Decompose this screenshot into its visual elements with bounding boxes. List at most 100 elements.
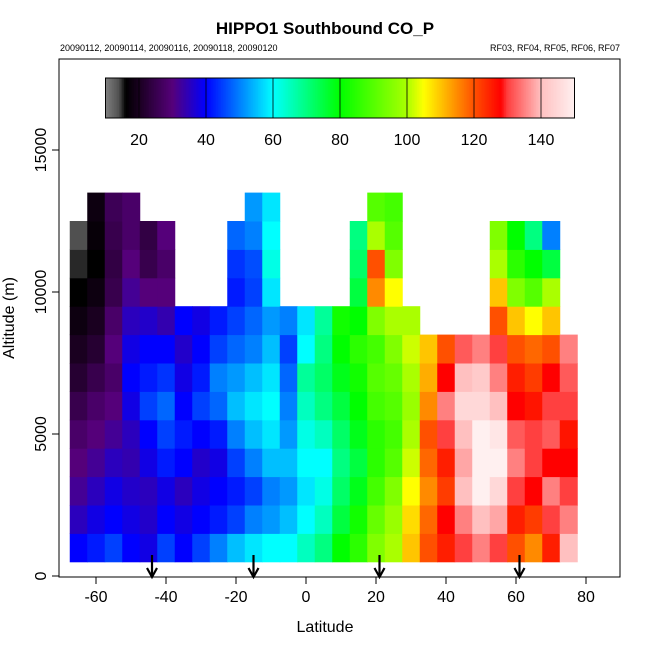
colorbar-segment [393, 78, 396, 118]
heatmap-cell [174, 419, 193, 449]
heatmap-cell [262, 306, 281, 336]
colorbar-segment [519, 78, 522, 118]
colorbar-segment [430, 78, 433, 118]
heatmap-cell [402, 363, 421, 392]
x-tick-label: -40 [154, 589, 177, 606]
heatmap-cell [279, 533, 298, 563]
colorbar-segment [370, 78, 373, 118]
heatmap-cell [209, 505, 228, 534]
heatmap-cell [244, 476, 263, 506]
heatmap-cell [419, 391, 438, 421]
x-tick-label: 0 [302, 589, 311, 606]
heatmap-cell [244, 277, 263, 307]
colorbar-segment [396, 78, 400, 118]
heatmap-cell [244, 334, 263, 364]
heatmap-cell [122, 277, 141, 307]
colorbar-segment [217, 78, 220, 118]
colorbar-segment [306, 78, 309, 118]
heatmap-cell [262, 419, 281, 449]
colorbar-segment [470, 78, 473, 118]
colorbar-segment [311, 78, 314, 118]
heatmap-cell [314, 419, 333, 449]
colorbar-segment [149, 78, 152, 118]
heatmap-cell [87, 192, 106, 222]
heatmap-cells [69, 192, 578, 563]
colorbar-segment [542, 78, 545, 118]
colorbar-segment [375, 78, 378, 118]
heatmap-cell [437, 334, 456, 364]
colorbar-segment [447, 78, 450, 118]
heatmap-cell [227, 505, 246, 534]
heatmap-cell [139, 221, 158, 250]
heatmap-cell [489, 476, 508, 506]
colorbar-segment [428, 78, 431, 118]
colorbar-segment [355, 78, 358, 118]
heatmap-cell [542, 419, 561, 449]
colorbar-segment [502, 78, 505, 118]
heatmap-cell [157, 249, 176, 279]
heatmap-cell [174, 306, 193, 336]
heatmap-cell [524, 363, 543, 392]
heatmap-cell [349, 391, 368, 421]
colorbar-segment [207, 78, 210, 118]
colorbar-segment [157, 78, 160, 118]
colorbar-segment [199, 78, 202, 118]
heatmap-cell [507, 334, 526, 364]
colorbar-segment [128, 78, 132, 118]
colorbar-segment [288, 78, 291, 118]
colorbar-segment [313, 78, 316, 118]
colorbar-segment [331, 78, 334, 118]
heatmap-cell [87, 306, 106, 336]
heatmap-cell [524, 221, 543, 250]
colorbar-segment [204, 78, 207, 118]
heatmap-cell [454, 363, 473, 392]
x-tick-label: -20 [224, 589, 247, 606]
heatmap-cell [559, 419, 578, 449]
heatmap-cell [157, 306, 176, 336]
heatmap-cell [227, 334, 246, 364]
heatmap-cell [367, 391, 386, 421]
colorbar-segment [283, 78, 286, 118]
colorbar-segment [567, 78, 570, 118]
colorbar-segment [557, 78, 560, 118]
heatmap-cell [69, 363, 88, 392]
colorbar-segment [504, 78, 507, 118]
heatmap-cell [332, 391, 351, 421]
heatmap-cell [174, 505, 193, 534]
heatmap-cell [87, 334, 106, 364]
heatmap-cell [402, 391, 421, 421]
colorbar-segment [231, 78, 234, 118]
heatmap-cell [279, 334, 298, 364]
heatmap-cell [104, 249, 123, 279]
heatmap-cell [542, 363, 561, 392]
heatmap-cell [87, 363, 106, 392]
heatmap-cell [279, 476, 298, 506]
heatmap-cell [542, 334, 561, 364]
heatmap-cell [507, 419, 526, 449]
colorbar-segment [348, 78, 351, 118]
colorbar-segment [475, 78, 478, 118]
heatmap-cell [367, 476, 386, 506]
colorbar-segment [422, 78, 425, 118]
heatmap-cell [367, 533, 386, 563]
heatmap-cell [69, 249, 88, 279]
heatmap-cell [157, 533, 176, 563]
heatmap-cell [332, 533, 351, 563]
colorbar-segment [164, 78, 167, 118]
colorbar-segment [515, 78, 518, 118]
colorbar-segment [346, 78, 349, 118]
heatmap-cell [104, 363, 123, 392]
heatmap-cell [489, 419, 508, 449]
heatmap-cell [69, 277, 88, 307]
colorbar-segment [468, 78, 472, 118]
colorbar-segment [145, 78, 148, 118]
colorbar-segment [551, 78, 554, 118]
colorbar-segment [190, 78, 193, 118]
heatmap-cell [262, 476, 281, 506]
colorbar-segment [465, 78, 468, 118]
heatmap-cell [209, 391, 228, 421]
heatmap-cell [244, 192, 263, 222]
heatmap-cell [87, 533, 106, 563]
colorbar-tick-label: 20 [130, 132, 148, 149]
colorbar-segment [427, 78, 430, 118]
